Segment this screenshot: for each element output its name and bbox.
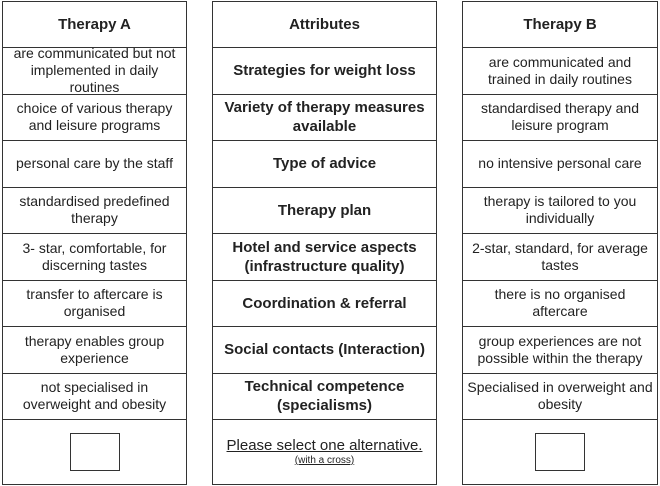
instruction-text: Please select one alternative.	[226, 437, 423, 454]
therapy-b-header: Therapy B	[463, 2, 657, 48]
attribute-cell: Therapy plan	[213, 188, 436, 234]
attribute-cell: Social contacts (Interaction)	[213, 327, 436, 374]
instruction-subtext: (with a cross)	[294, 455, 355, 466]
therapy-b-cell: group experiences are not possible withi…	[463, 327, 657, 374]
therapy-b-cell: there is no organised aftercare	[463, 281, 657, 327]
therapy-a-cell: choice of various therapy and leisure pr…	[3, 95, 186, 141]
attribute-cell: Technical competence (specialisms)	[213, 374, 436, 420]
attributes-column: Attributes Strategies for weight loss Va…	[212, 1, 437, 485]
therapy-b-cell: 2-star, standard, for average tastes	[463, 234, 657, 281]
therapy-b-cell: standardised therapy and leisure program	[463, 95, 657, 141]
attribute-cell: Coordination & referral	[213, 281, 436, 327]
therapy-a-cell: therapy enables group experience	[3, 327, 186, 374]
therapy-a-cell: not specialised in overweight and obesit…	[3, 374, 186, 420]
therapy-b-column: Therapy B are communicated and trained i…	[462, 1, 658, 485]
therapy-b-cell: no intensive personal care	[463, 141, 657, 188]
attribute-cell: Type of advice	[213, 141, 436, 188]
therapy-a-cell: are communicated but not implemented in …	[3, 45, 186, 95]
attribute-cell: Variety of therapy measures available	[213, 95, 436, 141]
attributes-header: Attributes	[213, 2, 436, 48]
therapy-b-cell: Specialised in overweight and obesity	[463, 374, 657, 420]
attribute-cell: Hotel and service aspects (infrastructur…	[213, 234, 436, 281]
therapy-a-cell: personal care by the staff	[3, 141, 186, 188]
therapy-b-cell: are communicated and trained in daily ro…	[463, 48, 657, 95]
therapy-a-cell: 3- star, comfortable, for discerning tas…	[3, 234, 186, 281]
therapy-a-select-cell	[3, 420, 186, 484]
therapy-a-header: Therapy A	[3, 2, 186, 48]
therapy-b-cell: therapy is tailored to you individually	[463, 188, 657, 234]
therapy-a-column: Therapy A are communicated but not imple…	[2, 1, 187, 485]
therapy-b-checkbox[interactable]	[535, 433, 585, 471]
therapy-a-cell: transfer to aftercare is organised	[3, 281, 186, 327]
therapy-b-select-cell	[463, 420, 657, 484]
therapy-a-cell: standardised predefined therapy	[3, 188, 186, 234]
attribute-cell: Strategies for weight loss	[213, 48, 436, 95]
instruction-cell: Please select one alternative. (with a c…	[213, 420, 436, 484]
therapy-a-checkbox[interactable]	[69, 433, 120, 471]
